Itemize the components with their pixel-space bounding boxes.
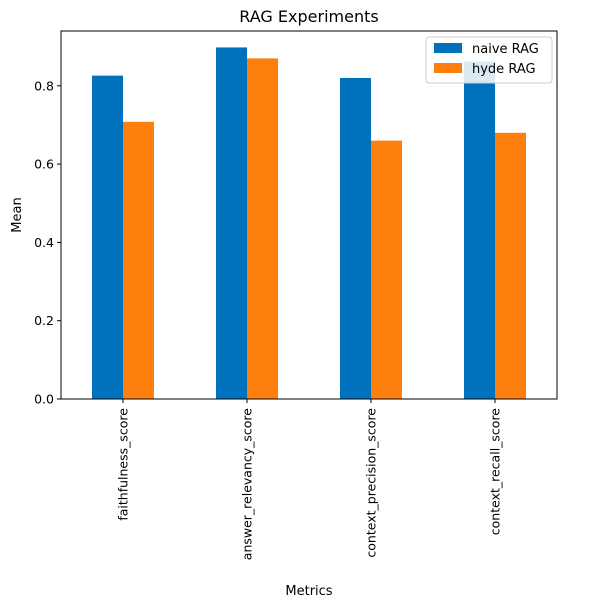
y-tick-label: 0.4 <box>34 235 54 250</box>
x-tick-label: faithfulness_score <box>116 408 131 521</box>
bar-naive-rag-faithfulness-score <box>92 75 123 399</box>
x-tick-label: context_recall_score <box>488 408 503 536</box>
bar-hyde-rag-context-recall-score <box>495 132 526 399</box>
plot-frame <box>60 30 558 400</box>
legend: naive RAG hyde RAG <box>425 36 553 84</box>
bar-hyde-rag-context-precision-score <box>371 140 402 400</box>
y-tick-label: 0.8 <box>34 78 54 93</box>
y-tick-label: 0.2 <box>34 313 54 328</box>
plot-area: 0.0 0.2 0.4 0.6 0.8 faithfulness_score answer_… <box>34 30 558 561</box>
legend-label: naive RAG <box>472 42 539 57</box>
legend-swatch <box>434 43 462 53</box>
y-axis-label: Mean <box>10 197 25 232</box>
x-tick-label: context_precision_score <box>364 408 379 558</box>
bar-hyde-rag-faithfulness-score <box>123 121 154 399</box>
bar-naive-rag-answer-relevancy-score <box>216 47 247 399</box>
chart-title: RAG Experiments <box>239 7 378 26</box>
legend-label: hyde RAG <box>472 62 536 77</box>
y-tick-label: 0.0 <box>34 392 54 407</box>
y-tick-label: 0.6 <box>34 157 54 172</box>
legend-swatch <box>434 63 462 73</box>
bar-hyde-rag-answer-relevancy-score <box>247 58 278 399</box>
bar-naive-rag-context-recall-score <box>464 61 495 400</box>
x-axis-label: Metrics <box>285 584 332 599</box>
x-tick-label: answer_relevancy_score <box>240 408 255 561</box>
bar-naive-rag-context-precision-score <box>340 77 371 399</box>
